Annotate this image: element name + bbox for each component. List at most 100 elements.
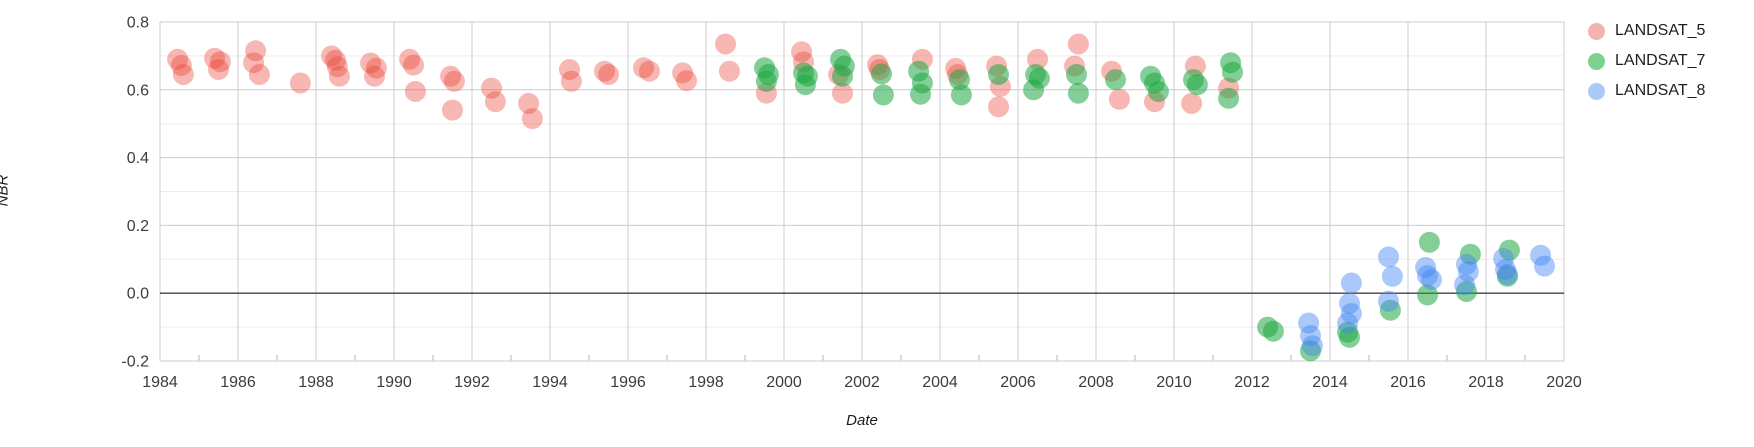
data-point[interactable] xyxy=(594,60,616,82)
data-point[interactable] xyxy=(170,54,192,76)
data-point[interactable] xyxy=(289,72,311,94)
data-point[interactable] xyxy=(988,64,1009,85)
data-point[interactable] xyxy=(676,70,697,92)
data-point[interactable] xyxy=(1378,246,1399,268)
data-point[interactable] xyxy=(208,59,229,80)
data-point[interactable] xyxy=(715,33,736,55)
tick-labels: 0.8 0.6 0.4 0.2 0.0 -0.2 1984 1986 1988 1990 1992 1… xyxy=(121,15,1581,392)
data-point[interactable] xyxy=(1105,69,1126,91)
data-point[interactable] xyxy=(1066,64,1087,85)
data-point[interactable] xyxy=(321,45,343,67)
data-point[interactable] xyxy=(167,48,189,70)
data-point[interactable] xyxy=(755,70,777,92)
data-point[interactable] xyxy=(1496,264,1518,286)
x-tick-label: 2014 xyxy=(1312,374,1348,391)
data-point[interactable] xyxy=(172,64,194,85)
data-point[interactable] xyxy=(1379,299,1401,321)
data-point[interactable] xyxy=(1108,88,1130,110)
data-point[interactable] xyxy=(1340,303,1362,324)
data-point[interactable] xyxy=(440,65,462,87)
data-point[interactable] xyxy=(204,47,226,69)
x-tick-label: 1994 xyxy=(532,374,568,391)
data-point[interactable] xyxy=(1186,74,1208,96)
data-point[interactable] xyxy=(718,60,740,82)
legend-item-landsat-5[interactable]: LANDSAT_5 xyxy=(1588,22,1705,40)
data-point[interactable] xyxy=(910,83,931,105)
data-point[interactable] xyxy=(1218,87,1240,109)
data-point[interactable] xyxy=(521,108,543,130)
data-point[interactable] xyxy=(1418,231,1440,253)
major-gridlines xyxy=(159,21,1565,362)
data-point[interactable] xyxy=(1456,253,1477,275)
data-point[interactable] xyxy=(832,65,853,87)
data-point[interactable] xyxy=(326,56,348,78)
data-point[interactable] xyxy=(872,84,894,106)
data-point[interactable] xyxy=(1378,290,1399,312)
data-point[interactable] xyxy=(1417,265,1438,287)
data-point[interactable] xyxy=(1300,325,1321,347)
data-point[interactable] xyxy=(328,65,350,87)
data-point[interactable] xyxy=(1457,261,1479,282)
data-point[interactable] xyxy=(832,82,853,104)
data-point[interactable] xyxy=(1339,326,1360,348)
data-point[interactable] xyxy=(1495,259,1516,280)
data-point[interactable] xyxy=(365,57,387,79)
data-point[interactable] xyxy=(1381,265,1403,287)
data-point[interactable] xyxy=(399,48,421,70)
data-point[interactable] xyxy=(871,63,892,85)
data-point[interactable] xyxy=(1534,255,1555,277)
data-point[interactable] xyxy=(1337,312,1359,334)
data-point[interactable] xyxy=(1067,33,1089,55)
data-point[interactable] xyxy=(794,74,816,96)
data-point[interactable] xyxy=(1456,281,1477,302)
data-point[interactable] xyxy=(518,92,540,114)
data-point[interactable] xyxy=(1454,274,1476,296)
data-point[interactable] xyxy=(1300,340,1321,362)
data-point[interactable] xyxy=(403,54,424,76)
legend-item-landsat-8[interactable]: LANDSAT_8 xyxy=(1588,82,1705,100)
data-point[interactable] xyxy=(248,64,270,85)
data-point[interactable] xyxy=(1339,292,1360,314)
data-point[interactable] xyxy=(1181,92,1203,114)
data-point[interactable] xyxy=(1496,265,1518,287)
data-point[interactable] xyxy=(672,62,694,84)
data-point[interactable] xyxy=(209,51,231,73)
data-point[interactable] xyxy=(1530,244,1552,266)
data-point[interactable] xyxy=(443,70,465,92)
data-point[interactable] xyxy=(1459,243,1481,265)
legend-item-landsat-7[interactable]: LANDSAT_7 xyxy=(1588,52,1705,70)
data-point[interactable] xyxy=(243,52,265,74)
data-point[interactable] xyxy=(481,77,502,99)
data-point[interactable] xyxy=(1222,61,1243,83)
x-tick-label: 2000 xyxy=(766,374,802,391)
data-point[interactable] xyxy=(1493,248,1515,270)
data-point[interactable] xyxy=(245,40,267,62)
legend-label: LANDSAT_8 xyxy=(1615,82,1706,99)
data-point[interactable] xyxy=(950,84,972,106)
data-point[interactable] xyxy=(484,91,506,113)
data-point[interactable] xyxy=(1301,335,1323,357)
data-point[interactable] xyxy=(1298,312,1320,334)
data-point[interactable] xyxy=(949,69,970,91)
data-point[interactable] xyxy=(1340,272,1362,294)
data-point[interactable] xyxy=(325,49,346,71)
data-point[interactable] xyxy=(638,60,660,82)
data-point[interactable] xyxy=(1067,82,1089,104)
data-point[interactable] xyxy=(404,81,426,102)
data-point[interactable] xyxy=(360,52,382,74)
data-point[interactable] xyxy=(1498,239,1520,261)
data-point[interactable] xyxy=(1023,79,1045,101)
data-point[interactable] xyxy=(560,70,582,92)
data-point[interactable] xyxy=(633,57,655,79)
data-point[interactable] xyxy=(791,41,813,63)
data-point[interactable] xyxy=(1415,256,1437,278)
data-point[interactable] xyxy=(1417,284,1438,306)
data-point[interactable] xyxy=(598,64,619,85)
data-point[interactable] xyxy=(364,65,385,87)
data-point[interactable] xyxy=(1147,81,1169,102)
data-point[interactable] xyxy=(1262,320,1284,342)
data-point[interactable] xyxy=(1420,269,1442,291)
data-point[interactable] xyxy=(988,96,1009,118)
data-point[interactable] xyxy=(442,99,463,121)
data-point[interactable] xyxy=(559,59,580,80)
